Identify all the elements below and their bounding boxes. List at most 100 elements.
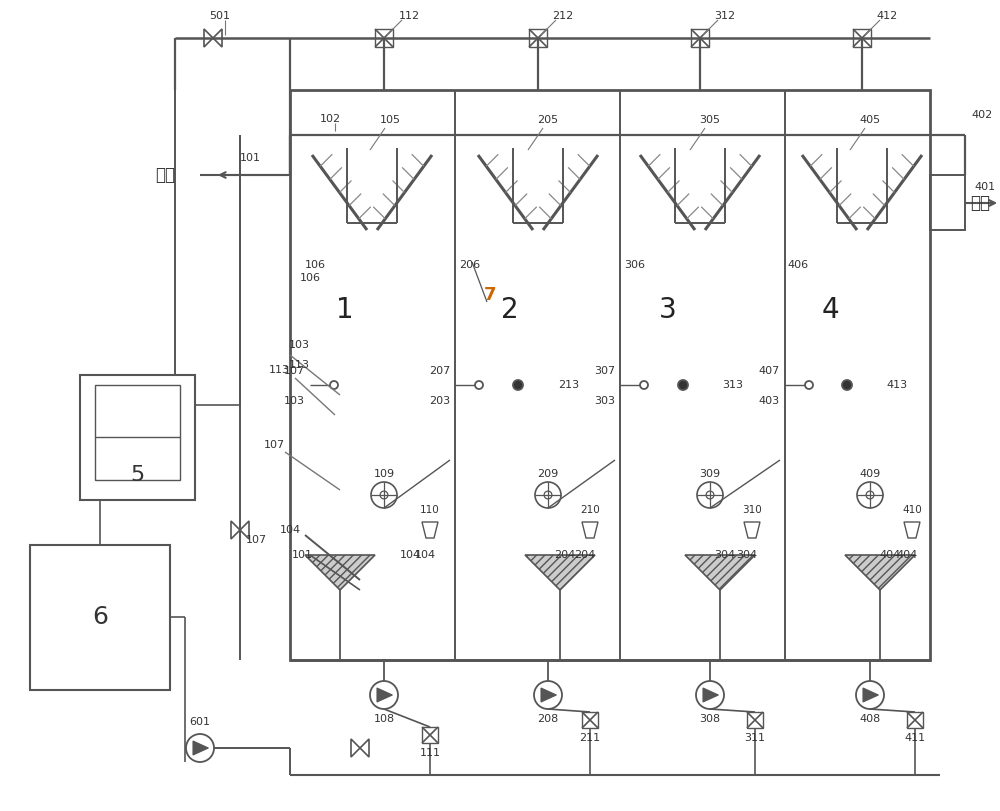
Bar: [375, 29, 393, 47]
Text: 413: 413: [886, 380, 907, 390]
Text: 106: 106: [300, 273, 320, 283]
Text: 107: 107: [245, 535, 267, 545]
Text: 101: 101: [292, 550, 312, 560]
Text: 305: 305: [700, 115, 720, 125]
Polygon shape: [582, 522, 598, 538]
Text: 312: 312: [714, 11, 736, 21]
Polygon shape: [845, 555, 915, 590]
Text: 304: 304: [714, 550, 736, 560]
Bar: [422, 727, 438, 743]
Polygon shape: [204, 29, 222, 47]
Text: 213: 213: [558, 380, 579, 390]
Text: 409: 409: [859, 469, 881, 479]
Circle shape: [856, 681, 884, 709]
Circle shape: [697, 482, 723, 508]
Text: 3: 3: [659, 296, 677, 324]
Circle shape: [186, 734, 214, 762]
Text: 404: 404: [879, 550, 901, 560]
Bar: [529, 29, 547, 47]
Circle shape: [475, 381, 483, 389]
Polygon shape: [377, 688, 392, 702]
Text: 进水: 进水: [155, 166, 175, 184]
Circle shape: [640, 381, 648, 389]
Circle shape: [866, 491, 874, 499]
Text: 112: 112: [398, 11, 420, 21]
Bar: [907, 712, 923, 728]
Polygon shape: [541, 688, 556, 702]
Polygon shape: [744, 522, 760, 538]
Polygon shape: [525, 555, 595, 590]
Text: 403: 403: [759, 396, 780, 406]
Text: 109: 109: [373, 469, 395, 479]
Text: 307: 307: [594, 366, 615, 376]
Polygon shape: [703, 688, 718, 702]
Bar: [290, 90, 930, 660]
Circle shape: [857, 482, 883, 508]
Text: 404: 404: [896, 550, 918, 560]
Text: 1: 1: [336, 296, 354, 324]
Bar: [30, 545, 170, 690]
Polygon shape: [193, 741, 208, 755]
Circle shape: [370, 681, 398, 709]
Bar: [80, 375, 195, 500]
Text: 406: 406: [787, 260, 809, 270]
Circle shape: [330, 381, 338, 389]
Text: 401: 401: [974, 182, 996, 192]
Bar: [747, 712, 763, 728]
Polygon shape: [685, 555, 755, 590]
Circle shape: [706, 491, 714, 499]
Text: 203: 203: [429, 396, 450, 406]
Circle shape: [534, 681, 562, 709]
Text: 107: 107: [264, 440, 285, 450]
Text: 107: 107: [284, 366, 305, 376]
Text: 405: 405: [859, 115, 881, 125]
Text: 105: 105: [380, 115, 400, 125]
Text: 101: 101: [240, 153, 260, 163]
Text: 311: 311: [744, 733, 766, 743]
Text: 412: 412: [876, 11, 898, 21]
Polygon shape: [422, 522, 438, 538]
Text: 108: 108: [373, 714, 395, 724]
Text: 212: 212: [552, 11, 574, 21]
Text: 110: 110: [420, 505, 440, 515]
Text: 303: 303: [594, 396, 615, 406]
Circle shape: [513, 380, 523, 390]
Circle shape: [696, 681, 724, 709]
Text: 310: 310: [742, 505, 762, 515]
Text: 408: 408: [859, 714, 881, 724]
Polygon shape: [351, 739, 369, 757]
Text: 206: 206: [459, 260, 481, 270]
Text: 210: 210: [580, 505, 600, 515]
Circle shape: [380, 491, 388, 499]
Text: 207: 207: [429, 366, 450, 376]
Polygon shape: [863, 688, 878, 702]
Text: 2: 2: [501, 296, 519, 324]
Text: 309: 309: [699, 469, 721, 479]
Text: 7: 7: [484, 286, 496, 304]
Bar: [930, 175, 965, 230]
Circle shape: [544, 491, 552, 499]
Text: 208: 208: [537, 714, 559, 724]
Circle shape: [678, 380, 688, 390]
Text: 113: 113: [289, 360, 310, 370]
Text: 6: 6: [92, 605, 108, 629]
Text: 410: 410: [902, 505, 922, 515]
Circle shape: [371, 482, 397, 508]
Text: 204: 204: [554, 550, 576, 560]
Circle shape: [805, 381, 813, 389]
Bar: [95, 385, 180, 480]
Text: 204: 204: [574, 550, 596, 560]
Text: 104: 104: [279, 525, 301, 535]
Text: 402: 402: [971, 110, 993, 120]
Text: 102: 102: [319, 114, 341, 124]
Text: 411: 411: [904, 733, 926, 743]
Text: 308: 308: [699, 714, 721, 724]
Text: 313: 313: [722, 380, 743, 390]
Text: 出水: 出水: [970, 194, 990, 212]
Text: 4: 4: [821, 296, 839, 324]
Circle shape: [535, 482, 561, 508]
Text: 407: 407: [759, 366, 780, 376]
Bar: [853, 29, 871, 47]
Text: 104: 104: [399, 550, 421, 560]
Bar: [582, 712, 598, 728]
